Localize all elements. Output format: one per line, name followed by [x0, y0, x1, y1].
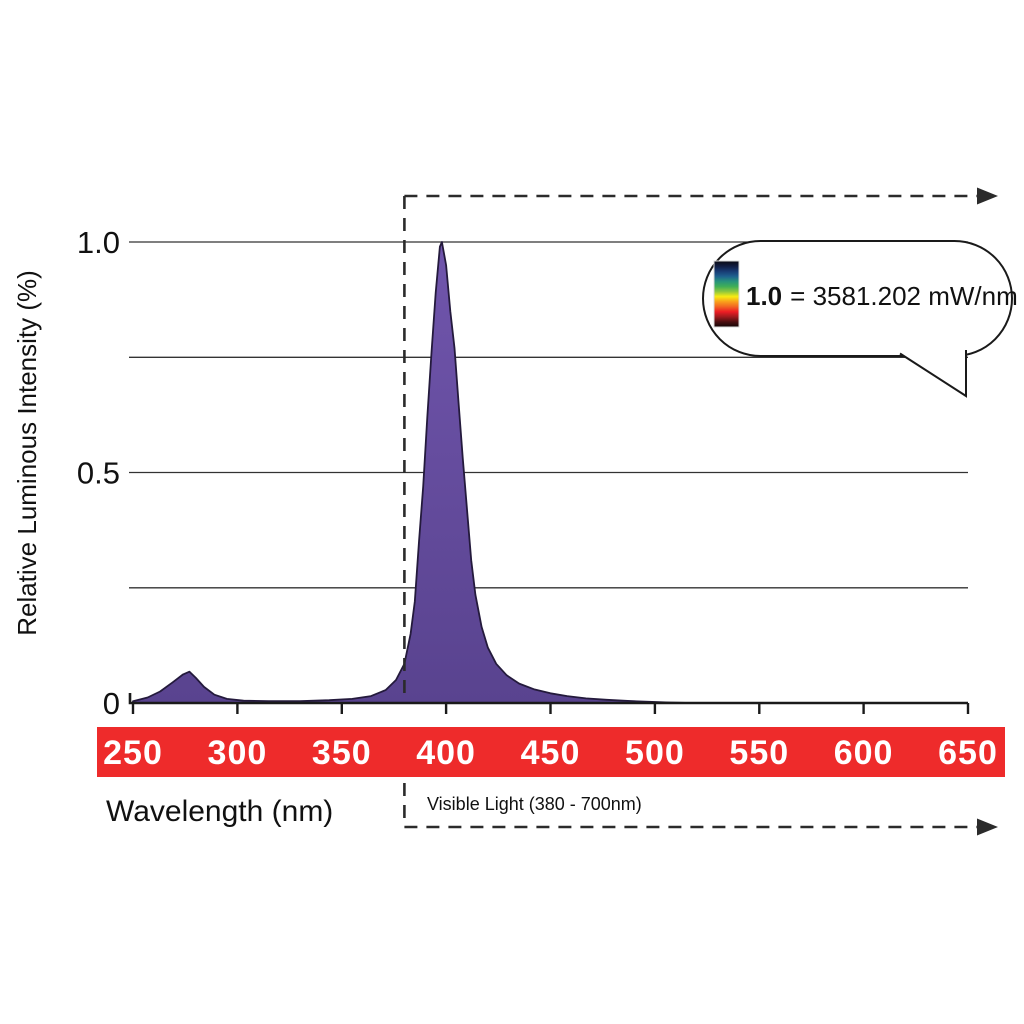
- x-axis-group: [128, 693, 970, 714]
- y-axis-title: Relative Luminous Intensity (%): [12, 270, 42, 636]
- x-tick-label: 600: [834, 734, 894, 772]
- spectrum-area-group: [132, 241, 692, 704]
- x-tick-label: 250: [103, 734, 163, 772]
- visible-light-box-group: [403, 187, 998, 836]
- callout-equivalence: = 3581.202 mW/nm: [790, 281, 1018, 311]
- x-tick-label: 550: [729, 734, 789, 772]
- callout-bubble: 1.0 = 3581.202 mW/nm: [702, 240, 1018, 398]
- x-tick-label: 300: [208, 734, 268, 772]
- x-axis-title: Wavelength (nm): [106, 795, 333, 828]
- callout-bubble-body: [702, 240, 1013, 357]
- spectral-colorbar-icon: [713, 260, 740, 328]
- y-tick-label: 1.0: [77, 225, 120, 260]
- x-tick-label: 650: [938, 734, 998, 772]
- x-axis-line: [128, 693, 968, 705]
- y-tick-label: 0.5: [77, 456, 120, 491]
- arrow-right-icon: [977, 187, 998, 205]
- callout-scale-value: 1.0: [746, 281, 782, 311]
- x-tick-label: 350: [312, 734, 372, 772]
- y-tick-labels-group: 1.0 0.5 0: [77, 225, 120, 721]
- visible-light-label: Visible Light (380 - 700nm): [427, 794, 642, 814]
- y-tick-label: 0: [103, 686, 120, 721]
- x-tick-labels-group: 250 300 350 400 450 500 550 600 650: [103, 734, 998, 772]
- spectrum-curve: [132, 241, 692, 704]
- arrow-right-icon: [977, 818, 998, 836]
- x-tick-label: 450: [521, 734, 581, 772]
- wavelength-axis-band: [97, 727, 1005, 777]
- x-tick-label: 500: [625, 734, 685, 772]
- callout-bubble-tail: [899, 350, 967, 398]
- callout-text: 1.0 = 3581.202 mW/nm: [746, 281, 1018, 311]
- x-tick-label: 400: [416, 734, 476, 772]
